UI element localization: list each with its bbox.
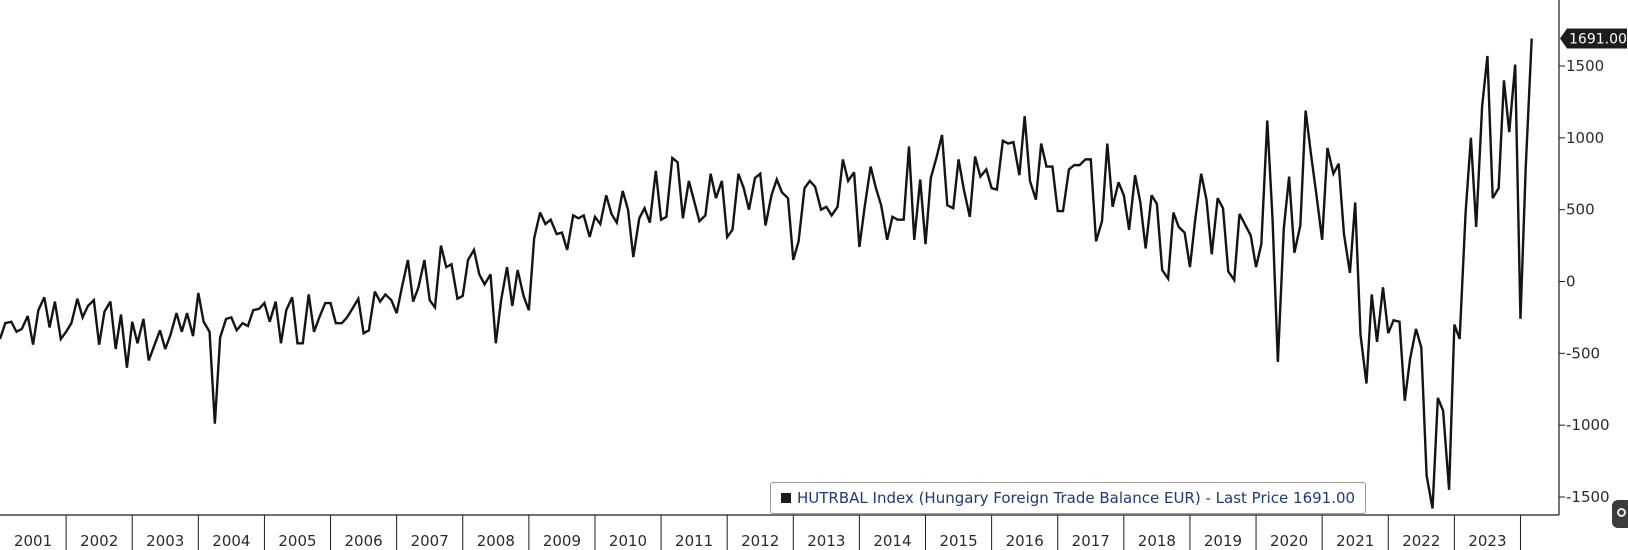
circle-icon — [1617, 508, 1626, 517]
x-tick-label: 2010 — [609, 532, 647, 550]
x-axis: 2001 2002 2003 2004 2005 2006 2007 2008 2009 2010… — [0, 514, 1559, 550]
y-tick-label: 1000 — [1566, 129, 1604, 147]
x-tick-label: 2020 — [1270, 532, 1308, 550]
x-tick-label: 2004 — [212, 532, 250, 550]
last-price-tag — [1560, 28, 1627, 49]
options-button[interactable] — [1612, 500, 1628, 528]
x-tick-label: 2021 — [1336, 532, 1374, 550]
x-tick-label: 2014 — [873, 532, 911, 550]
x-tick-label: 2023 — [1468, 532, 1506, 550]
legend-label: HUTRBAL Index (Hungary Foreign Trade Bal… — [797, 489, 1356, 507]
y-tick-label: -1500 — [1566, 488, 1610, 506]
x-tick-label: 2019 — [1204, 532, 1242, 550]
y-tick-label: 1500 — [1566, 57, 1604, 75]
y-tick-label: -1000 — [1566, 416, 1610, 434]
x-tick-label: 2013 — [807, 532, 845, 550]
x-tick-label: 2002 — [80, 532, 118, 550]
x-tick-label: 2022 — [1402, 532, 1440, 550]
x-tick-label: 2007 — [411, 532, 449, 550]
x-tick-label: 2006 — [344, 532, 382, 550]
y-tick-label: 500 — [1566, 201, 1595, 219]
series-layer — [0, 38, 1533, 509]
y-axis: -1500 -1000 -500 0 500 1000 1500 — [1558, 0, 1610, 515]
y-tick-label: 0 — [1566, 273, 1576, 291]
x-tick-label: 2016 — [1006, 532, 1044, 550]
x-tick-label: 2008 — [477, 532, 515, 550]
x-tick-label: 2003 — [146, 532, 184, 550]
legend-swatch — [781, 493, 791, 503]
x-tick-label: 2018 — [1138, 532, 1176, 550]
y-tick-label: -500 — [1566, 344, 1600, 362]
x-tick-label: 2009 — [543, 532, 581, 550]
data-points — [0, 39, 1532, 509]
x-tick-label: 2015 — [939, 532, 977, 550]
x-tick-label: 2012 — [741, 532, 779, 550]
series-line — [0, 38, 1533, 509]
last-price-marker: 1691.00 — [1560, 28, 1627, 49]
x-tick-label: 2011 — [675, 532, 713, 550]
last-price-label: 1691.00 — [1569, 32, 1627, 48]
legend: HUTRBAL Index (Hungary Foreign Trade Bal… — [770, 482, 1367, 514]
x-tick-label: 2001 — [14, 532, 52, 550]
x-tick-label: 2005 — [278, 532, 316, 550]
x-tick-label: 2017 — [1072, 532, 1110, 550]
